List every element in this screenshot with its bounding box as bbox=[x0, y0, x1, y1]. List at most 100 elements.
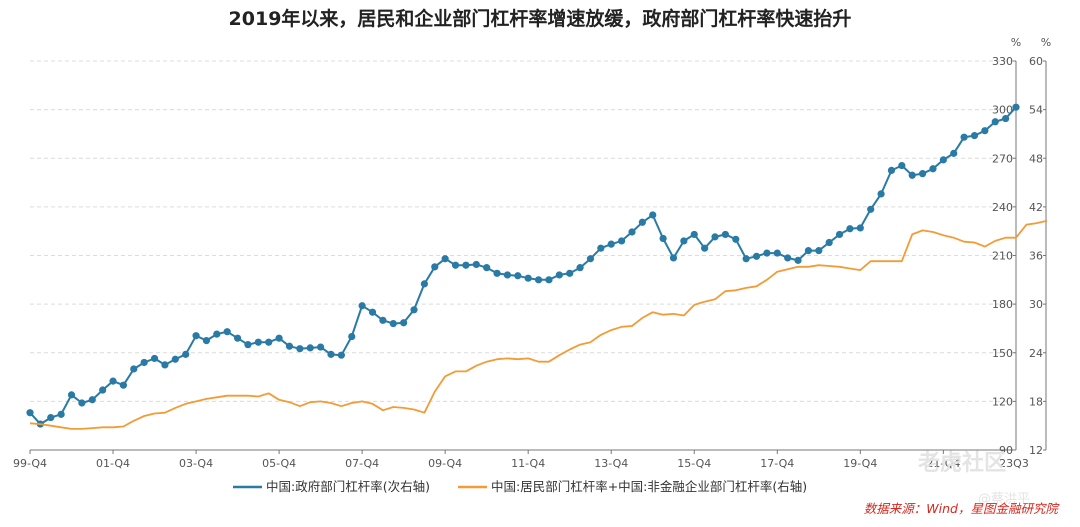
government-leverage-point bbox=[57, 410, 65, 418]
government-leverage-point bbox=[26, 409, 34, 417]
right-tick-label: 18 bbox=[1029, 395, 1043, 408]
government-leverage-point bbox=[285, 342, 294, 350]
government-leverage-point bbox=[887, 166, 896, 175]
government-leverage-point bbox=[109, 377, 117, 385]
legend: 中国:政府部门杠杆率(次右轴) 中国:居民部门杠杆率+中国:非金融企业部门杠杆率… bbox=[233, 479, 807, 494]
x-tick-label: 13-Q4 bbox=[594, 457, 628, 470]
watermark-user: @蔡洪平 bbox=[978, 492, 1030, 507]
government-leverage-point bbox=[317, 343, 325, 351]
right-tick-label: 48 bbox=[1029, 152, 1043, 165]
x-tick-label: 15-Q4 bbox=[677, 457, 711, 470]
government-leverage-point bbox=[67, 391, 76, 399]
government-leverage-point bbox=[649, 211, 657, 219]
government-leverage-point bbox=[244, 341, 252, 349]
right-tick-label: 24 bbox=[1029, 347, 1043, 360]
government-leverage-point bbox=[379, 316, 387, 324]
x-tick-label: 11-Q4 bbox=[511, 457, 545, 470]
government-leverage-point bbox=[939, 156, 947, 164]
government-leverage-point bbox=[607, 240, 615, 248]
government-leverage-point bbox=[192, 332, 200, 340]
government-leverage-point bbox=[711, 233, 719, 241]
government-leverage-point bbox=[794, 256, 802, 264]
x-tick-label: 23Q3 bbox=[999, 457, 1029, 470]
government-leverage-point bbox=[130, 365, 138, 373]
x-tick-label: 09-Q4 bbox=[428, 457, 462, 470]
government-leverage-point bbox=[483, 264, 491, 272]
government-leverage-point bbox=[566, 269, 574, 277]
government-leverage-point bbox=[306, 344, 314, 352]
government-leverage-point bbox=[441, 255, 449, 263]
x-axis-ticks: 99-Q4 01-Q4 03-Q4 05-Q4 07-Q4 09-Q4 11-Q4 13-Q4… bbox=[13, 450, 1029, 470]
government-leverage-point bbox=[825, 238, 833, 247]
government-leverage-point bbox=[991, 118, 999, 126]
left-tick-label: 90 bbox=[999, 444, 1013, 457]
government-leverage-point bbox=[119, 381, 128, 389]
left-tick-label: 300 bbox=[992, 104, 1013, 117]
left-tick-label: 150 bbox=[992, 347, 1013, 360]
government-leverage-point bbox=[88, 396, 96, 404]
government-leverage-line bbox=[29, 106, 1017, 426]
x-tick-label: 03-Q4 bbox=[179, 457, 213, 470]
x-tick-label: 99-Q4 bbox=[13, 457, 47, 470]
government-leverage-point bbox=[161, 361, 169, 369]
government-leverage-point bbox=[732, 235, 740, 243]
government-leverage-point bbox=[576, 264, 584, 272]
left-tick-label: 120 bbox=[992, 395, 1013, 408]
government-leverage-point bbox=[327, 350, 335, 358]
government-leverage-point bbox=[358, 302, 366, 310]
government-leverage-point bbox=[846, 225, 854, 233]
government-leverage-point bbox=[867, 205, 875, 213]
right-tick-label: 30 bbox=[1029, 298, 1043, 311]
government-leverage-point bbox=[420, 280, 428, 288]
government-leverage-point bbox=[202, 336, 211, 345]
government-leverage-point bbox=[742, 255, 750, 263]
right-tick-label: 36 bbox=[1029, 250, 1043, 263]
government-leverage-point bbox=[898, 161, 906, 170]
left-tick-label: 240 bbox=[992, 201, 1013, 214]
government-leverage-point bbox=[659, 234, 667, 243]
government-leverage-point bbox=[462, 261, 470, 269]
government-leverage-point bbox=[150, 354, 159, 363]
government-leverage-point bbox=[877, 190, 885, 198]
government-leverage-point bbox=[254, 338, 262, 346]
right-tick-label: 60 bbox=[1029, 55, 1043, 68]
government-leverage-point bbox=[618, 237, 626, 245]
government-leverage-point bbox=[265, 338, 273, 346]
government-leverage-point bbox=[835, 230, 844, 239]
government-leverage-point bbox=[545, 276, 553, 284]
government-leverage-point bbox=[981, 127, 989, 135]
government-leverage-point bbox=[908, 171, 916, 179]
government-leverage-point bbox=[918, 170, 927, 178]
right-tick-label: 12 bbox=[1029, 444, 1043, 457]
government-leverage-point bbox=[680, 237, 688, 245]
government-leverage-point bbox=[586, 255, 595, 263]
watermark-text: 老虎社区 bbox=[917, 450, 1006, 476]
government-leverage-point bbox=[669, 254, 678, 262]
government-leverage-point bbox=[524, 274, 532, 282]
government-leverage-point bbox=[815, 247, 823, 255]
left-axis-ticks: 90 120 150 180 210 240 270 300 330 bbox=[992, 55, 1016, 457]
government-leverage-point bbox=[410, 306, 418, 314]
government-leverage-point bbox=[348, 332, 356, 341]
left-tick-label: 270 bbox=[992, 152, 1013, 165]
government-leverage-point bbox=[451, 261, 460, 269]
government-leverage-point bbox=[1012, 103, 1020, 111]
government-leverage-point bbox=[78, 399, 86, 407]
government-leverage-point bbox=[213, 330, 221, 338]
series-layer bbox=[26, 103, 1048, 430]
government-leverage-point bbox=[534, 276, 543, 284]
x-tick-label: 19-Q4 bbox=[843, 457, 877, 470]
government-leverage-point bbox=[773, 249, 781, 257]
left-tick-label: 330 bbox=[992, 55, 1013, 68]
government-leverage-point bbox=[472, 260, 480, 269]
chart-title: 2019年以来，居民和企业部门杠杆率增速放缓，政府部门杠杆率快速抬升 bbox=[229, 7, 852, 30]
government-leverage-point bbox=[389, 319, 397, 328]
x-tick-label: 17-Q4 bbox=[760, 457, 794, 470]
government-leverage-point bbox=[960, 133, 968, 141]
government-leverage-point bbox=[233, 334, 242, 342]
government-leverage-point bbox=[721, 230, 729, 239]
source-note: 数据来源：Wind，星图金融研究院 bbox=[864, 501, 1061, 516]
government-leverage-point bbox=[368, 308, 377, 316]
government-leverage-point bbox=[752, 252, 761, 260]
